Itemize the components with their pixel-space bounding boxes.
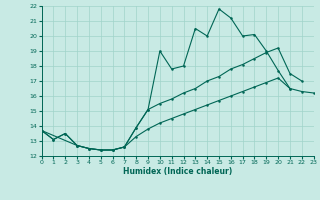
X-axis label: Humidex (Indice chaleur): Humidex (Indice chaleur) [123,167,232,176]
